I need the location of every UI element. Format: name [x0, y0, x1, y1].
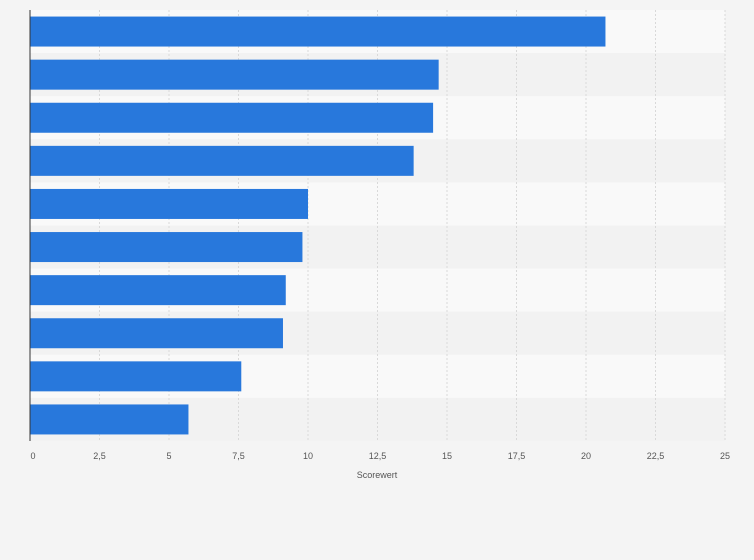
- x-tick-label: 0: [30, 451, 35, 461]
- x-tick-label: 5: [166, 451, 171, 461]
- bar[interactable]: [30, 404, 189, 435]
- x-tick-label: 20: [581, 451, 591, 461]
- x-axis-title: Scorewert: [357, 470, 398, 480]
- x-tick-label: 7,5: [232, 451, 245, 461]
- bar[interactable]: [30, 145, 414, 176]
- x-tick-label: 10: [303, 451, 313, 461]
- x-tick-label: 12,5: [369, 451, 387, 461]
- x-tick-label: 22,5: [647, 451, 665, 461]
- bars: [30, 16, 606, 435]
- bar[interactable]: [30, 275, 286, 306]
- bar[interactable]: [30, 59, 439, 90]
- bar[interactable]: [30, 16, 606, 47]
- bar[interactable]: [30, 188, 308, 219]
- bar[interactable]: [30, 318, 283, 349]
- bar[interactable]: [30, 361, 242, 392]
- x-tick-label: 17,5: [508, 451, 526, 461]
- x-tick-labels: 0 2,5 5 7,5 10 12,5 15 17,5 20 22,5 25: [30, 451, 730, 461]
- x-tick-label: 25: [720, 451, 730, 461]
- x-tick-label: 15: [442, 451, 452, 461]
- bar[interactable]: [30, 232, 303, 263]
- x-tick-label: 2,5: [93, 451, 106, 461]
- bar[interactable]: [30, 102, 434, 133]
